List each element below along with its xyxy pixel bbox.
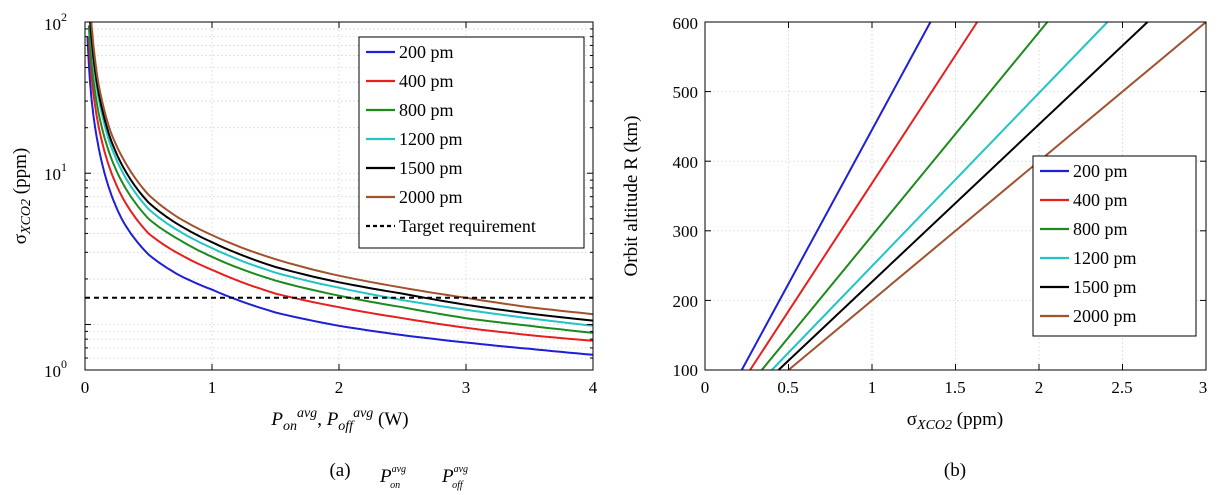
panel-a-ylabel: σXCO2 (ppm)	[10, 148, 34, 244]
panel-a-legend: 200 pm 400 pm 800 pm 1200 pm 1500 pm 2000 pm T…	[358, 36, 585, 249]
panel-b-legend-label-1500-pm: 1500 pm	[1073, 277, 1137, 297]
panel-b-ytick-400: 400	[673, 153, 699, 172]
panel-a-legend-box	[358, 36, 585, 249]
panel-b-xtick-0: 0	[701, 378, 710, 397]
panel-a-series-400-pm	[87, 36, 594, 342]
panel-a-legend-label-2000-pm: 2000 pm	[399, 187, 463, 207]
panel-a: 100 101 102 0 1 2 3 4 σXCO2 (ppm) Ponavg…	[10, 10, 598, 481]
panel-a-ticks	[84, 21, 594, 371]
panel-b-xtick-0.5: 0.5	[777, 378, 798, 397]
panel-b-ytick-300: 300	[673, 222, 699, 241]
panel-b-caption: (b)	[944, 460, 966, 481]
panel-b-ytick-600: 600	[673, 14, 699, 33]
panel-b-ylabel: Orbit altitude R (km)	[621, 116, 642, 277]
panel-b-series-1500-pm	[777, 21, 1149, 371]
panel-a-legend-label-800-pm: 800 pm	[399, 100, 454, 120]
panel-b-xtick-1.5: 1.5	[944, 378, 965, 397]
panel-b-xlabel: σXCO2 (ppm)	[907, 409, 1003, 433]
panel-a-legend-label-1500-pm: 1500 pm	[399, 158, 463, 178]
panel-a-xtick-3: 3	[462, 378, 471, 397]
panel-a-xtick-0: 0	[81, 378, 90, 397]
panel-b-ytick-200: 200	[673, 292, 699, 311]
panel-b-legend-box	[1032, 155, 1197, 337]
panel-a-ytick-1: 101	[44, 160, 67, 184]
panel-b-ticks	[704, 21, 1207, 371]
panel-b-series-1200-pm	[771, 21, 1109, 371]
panel-b-ytick-500: 500	[673, 83, 699, 102]
panel-a-lines	[85, 21, 594, 356]
panel-b-xtick-1: 1	[868, 378, 877, 397]
footnote-p-on: Pavg on	[379, 464, 406, 491]
panel-b-legend-label-400-pm: 400 pm	[1073, 190, 1128, 210]
panel-a-caption: (a)	[329, 460, 350, 481]
footnote-p-off: Pavg off	[441, 464, 468, 491]
panel-b-xtick-3: 3	[1199, 378, 1208, 397]
panel-a-legend-label-target-requirement: Target requirement	[399, 216, 536, 236]
panel-b-legend: 200 pm 400 pm 800 pm 1200 pm 1500 pm 2000 pm	[1032, 155, 1197, 337]
panel-b-series-400-pm	[749, 21, 979, 371]
panel-b-legend-label-2000-pm: 2000 pm	[1073, 306, 1137, 326]
footnote: Pavg on Pavg off	[379, 464, 468, 491]
panel-b-xtick-2.5: 2.5	[1111, 378, 1132, 397]
panel-b-legend-label-200-pm: 200 pm	[1073, 161, 1128, 181]
panel-a-legend-label-200-pm: 200 pm	[399, 42, 454, 62]
panel-b-legend-label-1200-pm: 1200 pm	[1073, 248, 1137, 268]
panel-b-legend-label-800-pm: 800 pm	[1073, 219, 1128, 239]
panel-a-xtick-4: 4	[589, 378, 598, 397]
panel-a-xlabel: Ponavg, Poffavg (W)	[270, 406, 408, 434]
panel-b-xtick-2: 2	[1035, 378, 1044, 397]
panel-b-ytick-100: 100	[673, 361, 699, 380]
panel-a-series-1500-pm	[89, 21, 594, 322]
panel-b: 100 200 300 400 500 600 0 0.5 1 1.5 2 2.…	[621, 14, 1207, 481]
panel-a-series-200-pm	[86, 36, 594, 356]
panel-a-legend-label-400-pm: 400 pm	[399, 71, 454, 91]
panel-a-series-1200-pm	[89, 25, 594, 327]
panel-b-lines	[740, 21, 1207, 371]
panel-a-ytick-0: 100	[44, 357, 67, 381]
panel-a-xtick-2: 2	[335, 378, 344, 397]
panel-b-series-2000-pm	[787, 21, 1207, 371]
panel-a-ytick-2: 102	[44, 10, 67, 34]
panel-a-legend-label-1200-pm: 1200 pm	[399, 129, 463, 149]
panel-a-xtick-1: 1	[208, 378, 217, 397]
panel-b-series-200-pm	[740, 21, 932, 371]
panel-b-series-800-pm	[761, 21, 1049, 371]
panel-a-series-800-pm	[87, 25, 594, 334]
